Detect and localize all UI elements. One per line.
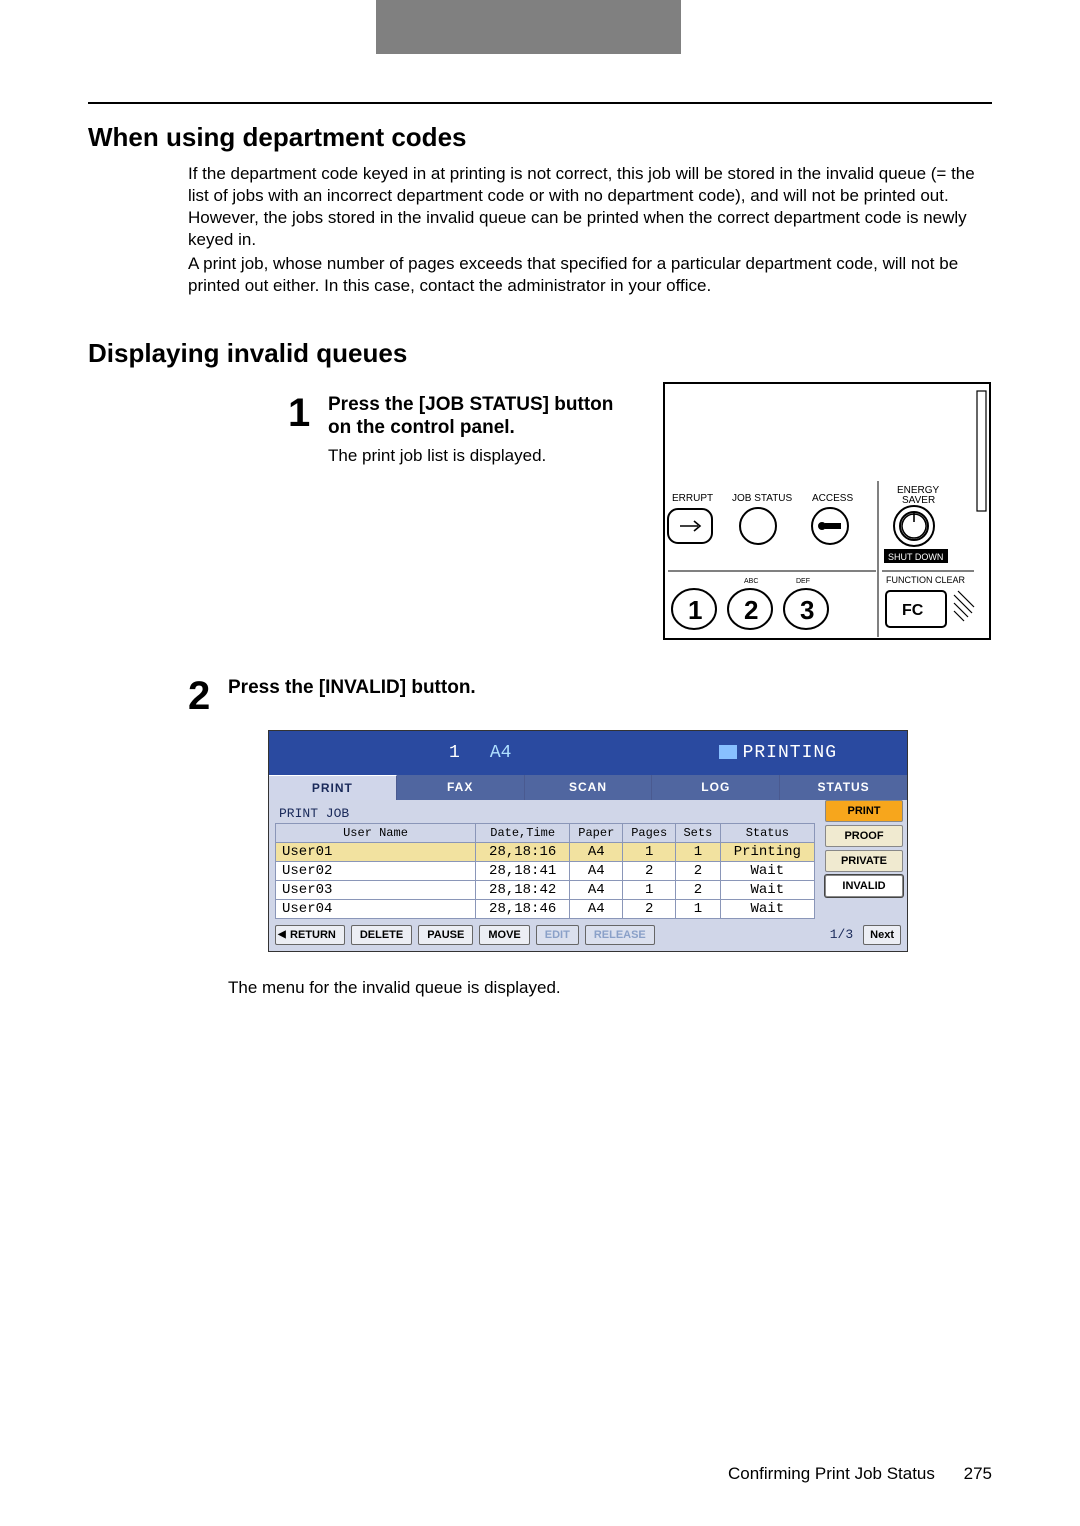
print-job-subtitle: PRINT JOB xyxy=(275,804,901,823)
section-invalid-queues-title: Displaying invalid queues xyxy=(88,338,992,369)
move-button[interactable]: MOVE xyxy=(479,925,529,945)
invalid-button[interactable]: INVALID xyxy=(825,875,903,897)
label-def: DEF xyxy=(796,578,810,585)
cell: 1 xyxy=(676,842,720,861)
job-status-screen: 1 A4 PRINTING PRINTFAXSCANLOGSTATUS PRIN… xyxy=(268,730,908,952)
next-button[interactable]: Next xyxy=(863,925,901,945)
digit-2: 2 xyxy=(744,595,758,625)
tab-scan[interactable]: SCAN xyxy=(525,775,653,800)
cell: 2 xyxy=(676,861,720,880)
column-header: Sets xyxy=(676,823,720,842)
header-gray-block xyxy=(376,0,681,54)
pause-button[interactable]: PAUSE xyxy=(418,925,473,945)
edit-button: EDIT xyxy=(536,925,579,945)
return-button[interactable]: ◀RETURN xyxy=(275,925,345,945)
digit-1: 1 xyxy=(688,595,702,625)
proof-button[interactable]: PROOF xyxy=(825,825,903,847)
cell: 28,18:46 xyxy=(476,899,570,918)
cell: 1 xyxy=(676,899,720,918)
tab-print[interactable]: PRINT xyxy=(269,775,397,800)
screen-titlebar: 1 A4 PRINTING xyxy=(269,731,907,775)
cell: 1 xyxy=(623,880,676,899)
cell: A4 xyxy=(570,842,623,861)
cell: User03 xyxy=(276,880,476,899)
step-2-number: 2 xyxy=(188,676,228,716)
printer-status-text: PRINTING xyxy=(743,743,837,763)
cell: 1 xyxy=(623,842,676,861)
label-abc: ABC xyxy=(744,578,758,585)
label-shutdown: SHUT DOWN xyxy=(888,552,943,562)
footer-title: Confirming Print Job Status xyxy=(728,1464,935,1483)
cell: User01 xyxy=(276,842,476,861)
step-1-title: Press the [JOB STATUS] button on the con… xyxy=(328,393,632,441)
cell: 2 xyxy=(623,861,676,880)
printer-icon xyxy=(719,745,737,759)
column-header: Status xyxy=(720,823,814,842)
cell: User04 xyxy=(276,899,476,918)
section-dept-codes-title: When using department codes xyxy=(88,122,992,153)
page-indicator: 1/3 xyxy=(830,927,853,942)
tab-status[interactable]: STATUS xyxy=(780,775,907,800)
step-1-number: 1 xyxy=(288,393,328,467)
page-footer: Confirming Print Job Status 275 xyxy=(728,1464,992,1484)
label-saver: SAVER xyxy=(902,495,935,506)
paper-size: A4 xyxy=(490,743,512,763)
column-header: Date,Time xyxy=(476,823,570,842)
digit-3: 3 xyxy=(800,595,814,625)
tab-log[interactable]: LOG xyxy=(652,775,780,800)
print-button[interactable]: PRINT xyxy=(825,800,903,822)
release-button: RELEASE xyxy=(585,925,655,945)
label-function-clear: FUNCTION CLEAR xyxy=(886,575,966,585)
table-row[interactable]: User0228,18:41A422Wait xyxy=(276,861,815,880)
cell: 2 xyxy=(676,880,720,899)
column-header: User Name xyxy=(276,823,476,842)
dept-codes-para-2: A print job, whose number of pages excee… xyxy=(188,253,992,297)
table-row[interactable]: User0328,18:42A412Wait xyxy=(276,880,815,899)
cell: 28,18:42 xyxy=(476,880,570,899)
label-interrupt: ERRUPT xyxy=(672,493,713,504)
delete-button[interactable]: DELETE xyxy=(351,925,412,945)
footer-page-number: 275 xyxy=(964,1464,992,1483)
cell: 2 xyxy=(623,899,676,918)
fc-label: FC xyxy=(902,602,924,619)
column-header: Paper xyxy=(570,823,623,842)
table-row[interactable]: User0428,18:46A421Wait xyxy=(276,899,815,918)
private-button[interactable]: PRIVATE xyxy=(825,850,903,872)
tabs: PRINTFAXSCANLOGSTATUS xyxy=(269,775,907,800)
tab-fax[interactable]: FAX xyxy=(397,775,525,800)
cell: Wait xyxy=(720,880,814,899)
step-2-title: Press the [INVALID] button. xyxy=(228,676,992,700)
table-row[interactable]: User0128,18:16A411Printing xyxy=(276,842,815,861)
step-2-result-text: The menu for the invalid queue is displa… xyxy=(228,978,992,998)
cell: Wait xyxy=(720,899,814,918)
control-panel-figure: ERRUPT JOB STATUS ACCESS ENERGY SAVER xyxy=(662,381,992,646)
cell: A4 xyxy=(570,899,623,918)
side-buttons: PRINT PROOF PRIVATE INVALID xyxy=(825,800,903,897)
column-header: Pages xyxy=(623,823,676,842)
job-table: User NameDate,TimePaperPagesSetsStatus U… xyxy=(275,823,815,919)
cell: A4 xyxy=(570,861,623,880)
bottom-buttons: ◀RETURN DELETE PAUSE MOVE EDIT RELEASE 1/3 Next xyxy=(275,925,901,945)
cell: Printing xyxy=(720,842,814,861)
cell: User02 xyxy=(276,861,476,880)
step-1-subtext: The print job list is displayed. xyxy=(328,446,632,466)
dept-codes-para-1: If the department code keyed in at print… xyxy=(188,163,992,251)
cell: Wait xyxy=(720,861,814,880)
printer-status: PRINTING xyxy=(719,743,837,763)
rule xyxy=(88,102,992,104)
label-access: ACCESS xyxy=(812,493,853,504)
cell: 28,18:41 xyxy=(476,861,570,880)
label-job-status: JOB STATUS xyxy=(732,493,793,504)
cell: A4 xyxy=(570,880,623,899)
tray-number: 1 xyxy=(449,743,460,763)
cell: 28,18:16 xyxy=(476,842,570,861)
